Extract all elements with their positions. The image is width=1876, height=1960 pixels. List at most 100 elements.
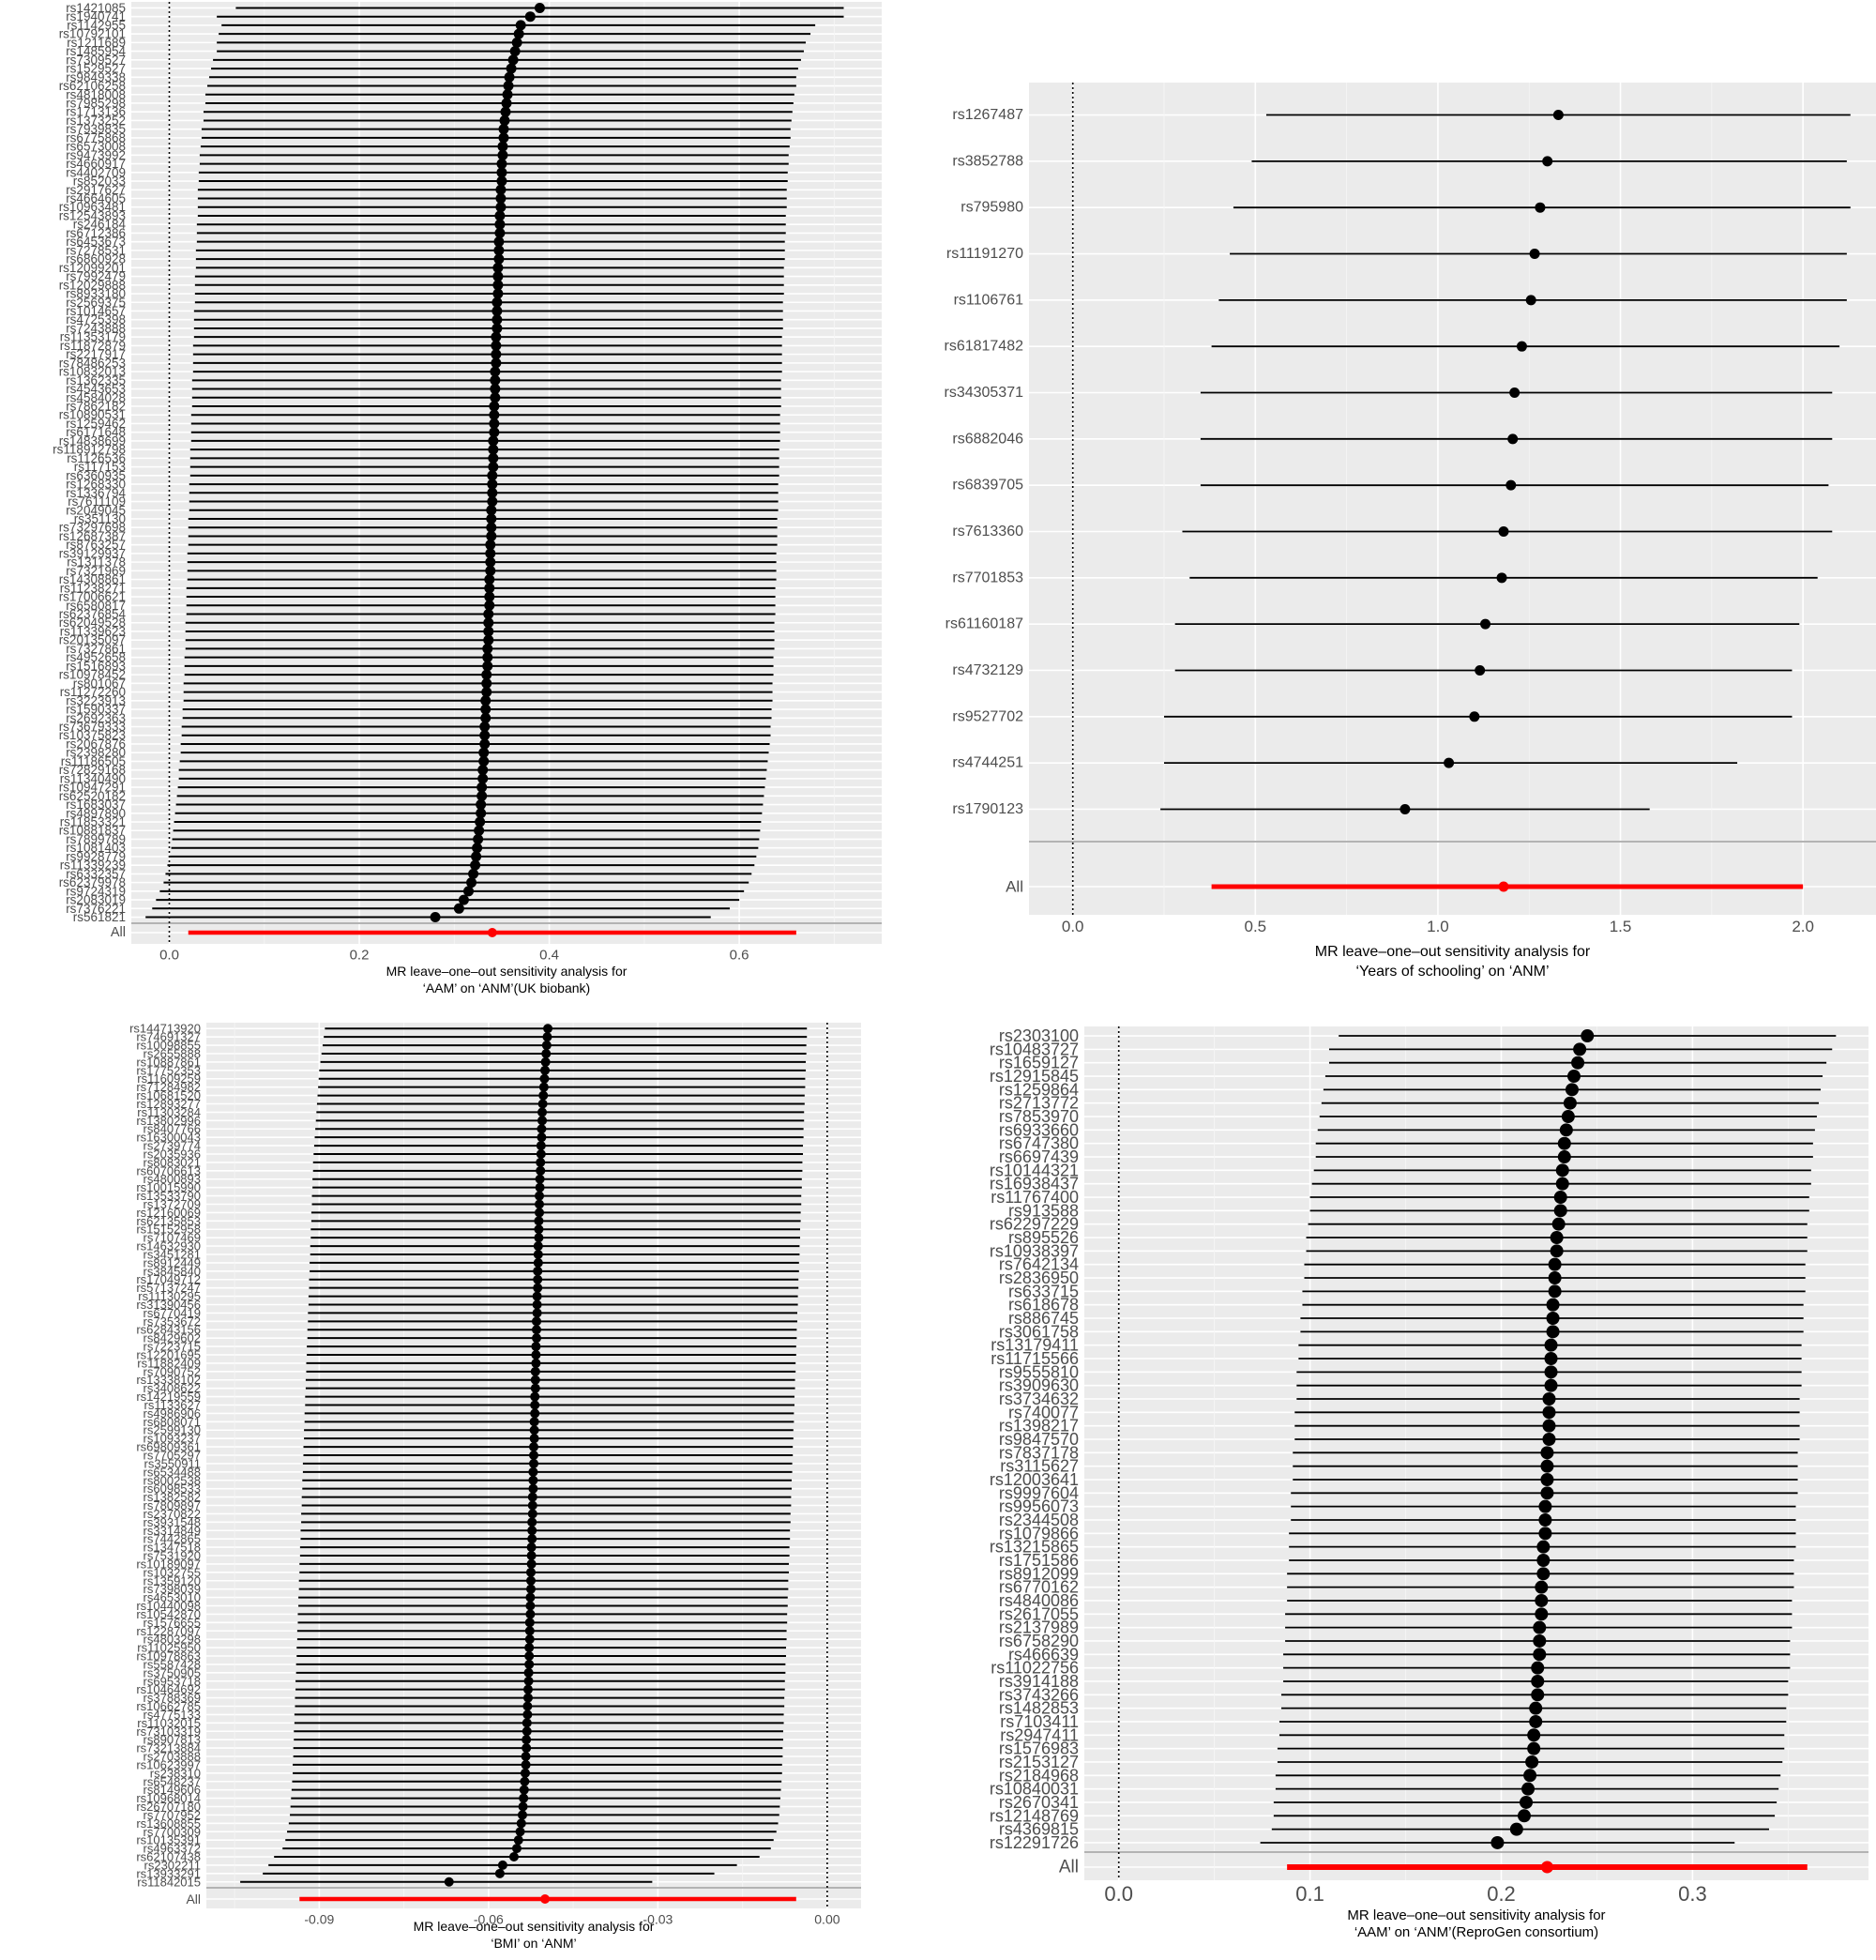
snp-label: rs6860928 — [66, 252, 126, 266]
estimate-point — [498, 124, 509, 135]
estimate-point — [1536, 1553, 1551, 1567]
estimate-point — [538, 1090, 549, 1101]
snp-label: rs7939835 — [66, 122, 126, 136]
snp-label: rs12029888 — [59, 278, 126, 292]
estimate-point — [1566, 1070, 1581, 1084]
snp-label: rs7837178 — [999, 1443, 1079, 1462]
estimate-point — [1533, 1648, 1547, 1662]
estimate-point — [1542, 1405, 1556, 1420]
estimate-point — [1542, 1433, 1556, 1446]
estimate-point — [1531, 1674, 1545, 1688]
estimate-point — [482, 652, 493, 663]
estimate-point — [537, 1116, 548, 1126]
snp-label: rs11842015 — [137, 1875, 201, 1889]
snp-label: rs2655888 — [144, 1046, 201, 1060]
snp-label: rs1362335 — [66, 373, 126, 387]
estimate-point — [541, 1048, 552, 1058]
estimate-point — [521, 1759, 531, 1770]
snp-label: rs1751586 — [999, 1551, 1079, 1570]
estimate-point — [526, 1551, 537, 1561]
estimate-point — [486, 522, 497, 533]
estimate-point — [511, 1844, 522, 1854]
estimate-point — [496, 159, 507, 170]
snp-label: rs8907813 — [144, 1733, 201, 1747]
estimate-point — [529, 1451, 538, 1460]
snp-label: rs3743266 — [999, 1685, 1079, 1704]
snp-label: rs12915845 — [990, 1067, 1079, 1086]
snp-label: rs8407766 — [144, 1122, 201, 1136]
snp-label: rs9956073 — [999, 1497, 1079, 1516]
estimate-point — [1540, 1486, 1554, 1500]
snp-label: rs4660917 — [66, 157, 126, 171]
snp-label: rs7321969 — [66, 564, 126, 578]
snp-label: rs6770162 — [999, 1578, 1079, 1597]
estimate-point — [532, 1325, 542, 1335]
snp-label: rs6747380 — [999, 1134, 1079, 1153]
x-tick-label: -0.09 — [304, 1911, 334, 1926]
estimate-point — [1561, 1110, 1575, 1124]
snp-label: rs62520182 — [59, 789, 126, 803]
estimate-point — [522, 1718, 532, 1728]
snp-label: rs12003641 — [990, 1470, 1079, 1489]
estimate-point — [1573, 1042, 1587, 1056]
estimate-point — [1544, 1352, 1558, 1366]
snp-label: rs9847570 — [999, 1430, 1079, 1449]
overall-label: All — [1059, 1858, 1079, 1877]
snp-label: rs9928779 — [66, 849, 126, 863]
snp-label: rs16300043 — [136, 1131, 201, 1145]
estimate-point — [535, 1174, 545, 1184]
snp-label: rs9724319 — [66, 884, 126, 898]
estimate-point — [529, 1434, 539, 1444]
snp-label: rs13338102 — [136, 1373, 201, 1387]
snp-label: rs2049045 — [66, 503, 126, 517]
estimate-point — [1527, 1728, 1541, 1742]
estimate-point — [478, 755, 490, 767]
snp-label: rs4402709 — [66, 165, 126, 179]
estimate-point — [527, 1534, 537, 1544]
snp-label: rs1382582 — [144, 1490, 201, 1504]
snp-label: rs8149606 — [144, 1783, 201, 1797]
axis-title-line: MR leave–one–out sensitivity analysis fo… — [414, 1919, 655, 1934]
estimate-point — [489, 401, 500, 412]
estimate-point — [527, 1492, 537, 1502]
estimate-point — [492, 323, 503, 334]
estimate-point — [525, 1601, 536, 1611]
snp-label: rs62106258 — [59, 79, 126, 93]
snp-label: rs3750905 — [144, 1665, 201, 1679]
snp-label: rs11715566 — [991, 1349, 1079, 1368]
snp-label: rs10375823 — [59, 728, 126, 742]
overall-estimate-point — [1498, 881, 1509, 892]
snp-label: rs6697439 — [999, 1147, 1079, 1166]
snp-label: rs4800893 — [144, 1172, 201, 1186]
snp-label: rs15152958 — [136, 1223, 201, 1237]
estimate-point — [1498, 525, 1509, 537]
estimate-point — [522, 1735, 532, 1745]
snp-label: rs7103411 — [1000, 1712, 1079, 1731]
axis-title-line: ‘BMI’ on ‘ANM’ — [491, 1936, 576, 1951]
estimate-point — [490, 384, 501, 395]
estimate-point — [1540, 1459, 1554, 1473]
estimate-point — [488, 444, 499, 455]
snp-label: rs7327861 — [66, 642, 126, 656]
estimate-point — [489, 409, 500, 420]
estimate-point — [528, 1466, 538, 1477]
estimate-point — [495, 184, 507, 195]
x-tick-label: -0.03 — [643, 1911, 673, 1926]
estimate-point — [1529, 1701, 1543, 1715]
estimate-point — [541, 1041, 552, 1051]
snp-label: rs16938437 — [990, 1175, 1079, 1193]
snp-label: rs14632930 — [136, 1239, 201, 1253]
estimate-point — [530, 1366, 540, 1376]
snp-label: rs8933180 — [66, 287, 126, 301]
estimate-point — [1542, 156, 1553, 167]
estimate-point — [1496, 572, 1507, 584]
snp-label: rs4840086 — [999, 1591, 1079, 1610]
estimate-point — [524, 1651, 535, 1662]
snp-label: rs12893277 — [136, 1097, 201, 1111]
plot-panel — [1029, 83, 1876, 915]
snp-label: rs1126536 — [67, 451, 126, 465]
x-tick-label: 0.3 — [1678, 1882, 1707, 1906]
estimate-point — [1399, 803, 1411, 814]
estimate-point — [1557, 1150, 1571, 1164]
